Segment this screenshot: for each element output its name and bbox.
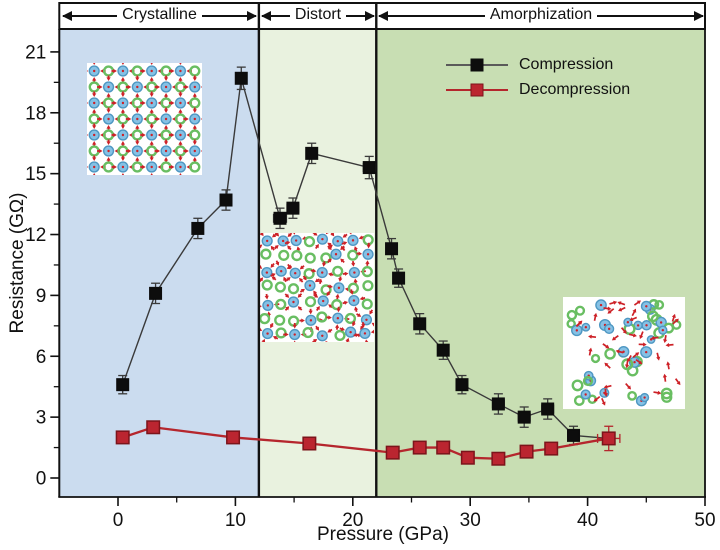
decompression-series xyxy=(115,420,621,466)
data-point xyxy=(149,286,163,300)
inset-amorphous-structure xyxy=(563,297,685,409)
data-point xyxy=(436,343,450,357)
data-point xyxy=(305,146,319,160)
data-point xyxy=(286,201,300,215)
region-label: Amorphization xyxy=(489,6,593,23)
region-header-distort: Distort xyxy=(261,4,375,28)
data-point xyxy=(302,436,317,451)
region-header-amorphization: Amorphization xyxy=(378,4,704,28)
compression-swatch xyxy=(446,58,508,71)
data-point xyxy=(460,450,475,465)
data-point xyxy=(273,211,287,225)
y-tick-label-1: 3 xyxy=(36,408,47,429)
left-arrow-icon xyxy=(378,11,485,21)
data-point xyxy=(541,402,555,416)
x-tick-label-0: 0 xyxy=(113,510,124,531)
y-tick-label-6: 18 xyxy=(25,103,46,124)
data-point xyxy=(491,451,506,466)
region-label: Crystalline xyxy=(122,6,197,23)
data-point xyxy=(191,221,205,235)
x-axis-title: Pressure (GPa) xyxy=(317,524,449,545)
y-axis-title: Resistance (GΩ) xyxy=(7,192,28,334)
data-point xyxy=(234,71,248,85)
data-point xyxy=(601,431,616,446)
region-background-amorphization xyxy=(376,29,705,497)
right-arrow-icon xyxy=(597,11,704,21)
inset-crystalline-lattice xyxy=(87,63,202,175)
y-tick-label-7: 21 xyxy=(25,42,46,63)
compression-marker-icon xyxy=(470,58,484,71)
data-point xyxy=(219,193,233,207)
data-point xyxy=(436,440,451,455)
x-tick-label-4: 40 xyxy=(577,510,598,531)
data-point xyxy=(491,397,505,411)
data-point xyxy=(413,317,427,331)
region-header-crystalline: Crystalline xyxy=(61,4,258,28)
data-point xyxy=(392,271,406,285)
legend: Compression Decompression xyxy=(446,52,630,102)
right-arrow-icon xyxy=(346,11,375,21)
y-tick-label-3: 9 xyxy=(36,286,47,307)
data-point xyxy=(385,242,399,256)
left-arrow-icon xyxy=(61,11,118,21)
legend-row-compression: Compression xyxy=(446,52,630,77)
inset-distorted-lattice xyxy=(260,233,374,342)
y-tick-label-2: 6 xyxy=(36,347,47,368)
data-point xyxy=(226,430,241,445)
data-point xyxy=(519,444,534,459)
decompression-marker-icon xyxy=(470,83,484,96)
data-point xyxy=(115,430,130,445)
x-tick-label-1: 10 xyxy=(225,510,246,531)
left-arrow-icon xyxy=(261,11,290,21)
data-point xyxy=(116,378,130,392)
decompression-swatch xyxy=(446,83,508,96)
data-point xyxy=(412,440,427,455)
data-point xyxy=(146,420,161,435)
compression-series xyxy=(116,66,609,446)
region-label: Distort xyxy=(294,6,342,23)
data-point xyxy=(567,428,581,442)
data-point xyxy=(362,161,376,175)
y-tick-label-4: 12 xyxy=(25,225,46,246)
x-tick-label-3: 30 xyxy=(460,510,481,531)
data-point xyxy=(544,441,559,456)
y-tick-label-0: 0 xyxy=(36,469,47,490)
right-arrow-icon xyxy=(201,11,258,21)
legend-row-decompression: Decompression xyxy=(446,77,630,102)
data-point xyxy=(517,410,531,424)
x-tick-label-2: 20 xyxy=(342,510,363,531)
y-tick-label-5: 15 xyxy=(25,164,46,185)
legend-label: Compression xyxy=(519,55,614,73)
data-point xyxy=(455,378,469,392)
x-tick-label-5: 50 xyxy=(694,510,715,531)
legend-label: Decompression xyxy=(519,80,631,98)
data-point xyxy=(385,445,400,460)
